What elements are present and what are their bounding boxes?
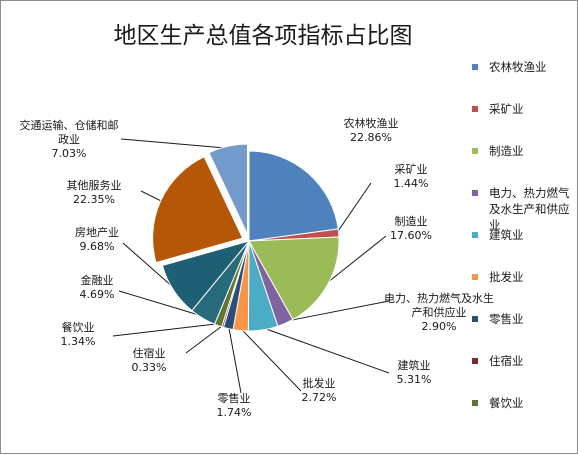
legend-label-1: 采矿业 bbox=[489, 102, 524, 116]
data-label-12: 交通运输、仓储和邮政业 7.03% bbox=[20, 118, 119, 160]
legend-label-6: 零售业 bbox=[489, 312, 524, 326]
data-label-7: 住宿业 0.33% bbox=[132, 346, 167, 374]
legend-swatch-4 bbox=[472, 232, 478, 238]
legend-swatch-0 bbox=[472, 64, 478, 70]
leader-line-5 bbox=[240, 328, 302, 392]
data-label-5: 批发业 2.72% bbox=[302, 376, 337, 404]
leader-line-4 bbox=[262, 327, 390, 374]
leader-line-12 bbox=[120, 138, 229, 149]
legend-label-4: 建筑业 bbox=[489, 228, 524, 242]
pie-slice-11 bbox=[152, 156, 244, 264]
data-label-2: 制造业 17.60% bbox=[390, 214, 432, 242]
leader-line-9 bbox=[118, 290, 204, 317]
data-label-8: 餐饮业 1.34% bbox=[61, 320, 96, 348]
legend-swatch-8 bbox=[472, 400, 478, 406]
pie-slice-2 bbox=[248, 236, 340, 321]
data-label-11: 其他服务业 22.35% bbox=[67, 179, 122, 206]
data-label-9: 金融业 4.69% bbox=[80, 273, 115, 301]
leader-line-3 bbox=[284, 300, 390, 322]
legend-label-0: 农林牧渔业 bbox=[489, 60, 547, 74]
legend-label-2: 制造业 bbox=[489, 144, 524, 158]
leader-lines bbox=[112, 138, 390, 394]
legend-swatch-5 bbox=[472, 274, 478, 280]
leader-line-7 bbox=[185, 324, 224, 354]
legend-swatch-3 bbox=[472, 190, 478, 196]
legend-label-5: 批发业 bbox=[489, 270, 524, 284]
pie-slice-10 bbox=[161, 240, 251, 312]
legend-swatch-1 bbox=[472, 106, 478, 112]
legend-swatch-6 bbox=[472, 316, 478, 322]
leader-line-2 bbox=[325, 235, 387, 285]
leader-line-8 bbox=[112, 323, 219, 337]
legend-swatch-7 bbox=[472, 358, 478, 364]
data-label-4: 建筑业 5.31% bbox=[397, 358, 432, 386]
legend-label-3: 电力、热力燃气及水生产和供应业 bbox=[489, 186, 570, 232]
leader-line-1 bbox=[336, 182, 372, 234]
legend-swatch-2 bbox=[472, 148, 478, 154]
legend-label-8: 餐饮业 bbox=[489, 396, 524, 410]
legend-label-7: 住宿业 bbox=[489, 354, 524, 368]
data-label-3: 电力、热力燃气及水生产和供应业 2.90% bbox=[384, 291, 494, 333]
legend: 农林牧渔业采矿业制造业电力、热力燃气及水生产和供应业建筑业批发业零售业住宿业餐饮… bbox=[472, 60, 570, 410]
data-label-6: 零售业 1.74% bbox=[217, 391, 252, 419]
data-label-0: 农林牧渔业 22.86% bbox=[344, 116, 399, 144]
leader-line-11 bbox=[140, 190, 163, 203]
leader-line-6 bbox=[228, 326, 242, 394]
data-labels: 农林牧渔业 22.86% 采矿业 1.44% 制造业 17.60% 电力、热力燃气及水生产和… bbox=[20, 116, 495, 419]
chart-title: 地区生产总值各项指标占比图 bbox=[114, 23, 413, 49]
pie-slice-0 bbox=[248, 150, 339, 242]
pie-slice-12 bbox=[208, 143, 248, 235]
leader-line-10 bbox=[122, 242, 176, 290]
pie-slices bbox=[152, 143, 340, 332]
data-label-1: 采矿业 1.44% bbox=[394, 163, 429, 190]
data-label-10: 房地产业 9.68% bbox=[75, 225, 119, 253]
